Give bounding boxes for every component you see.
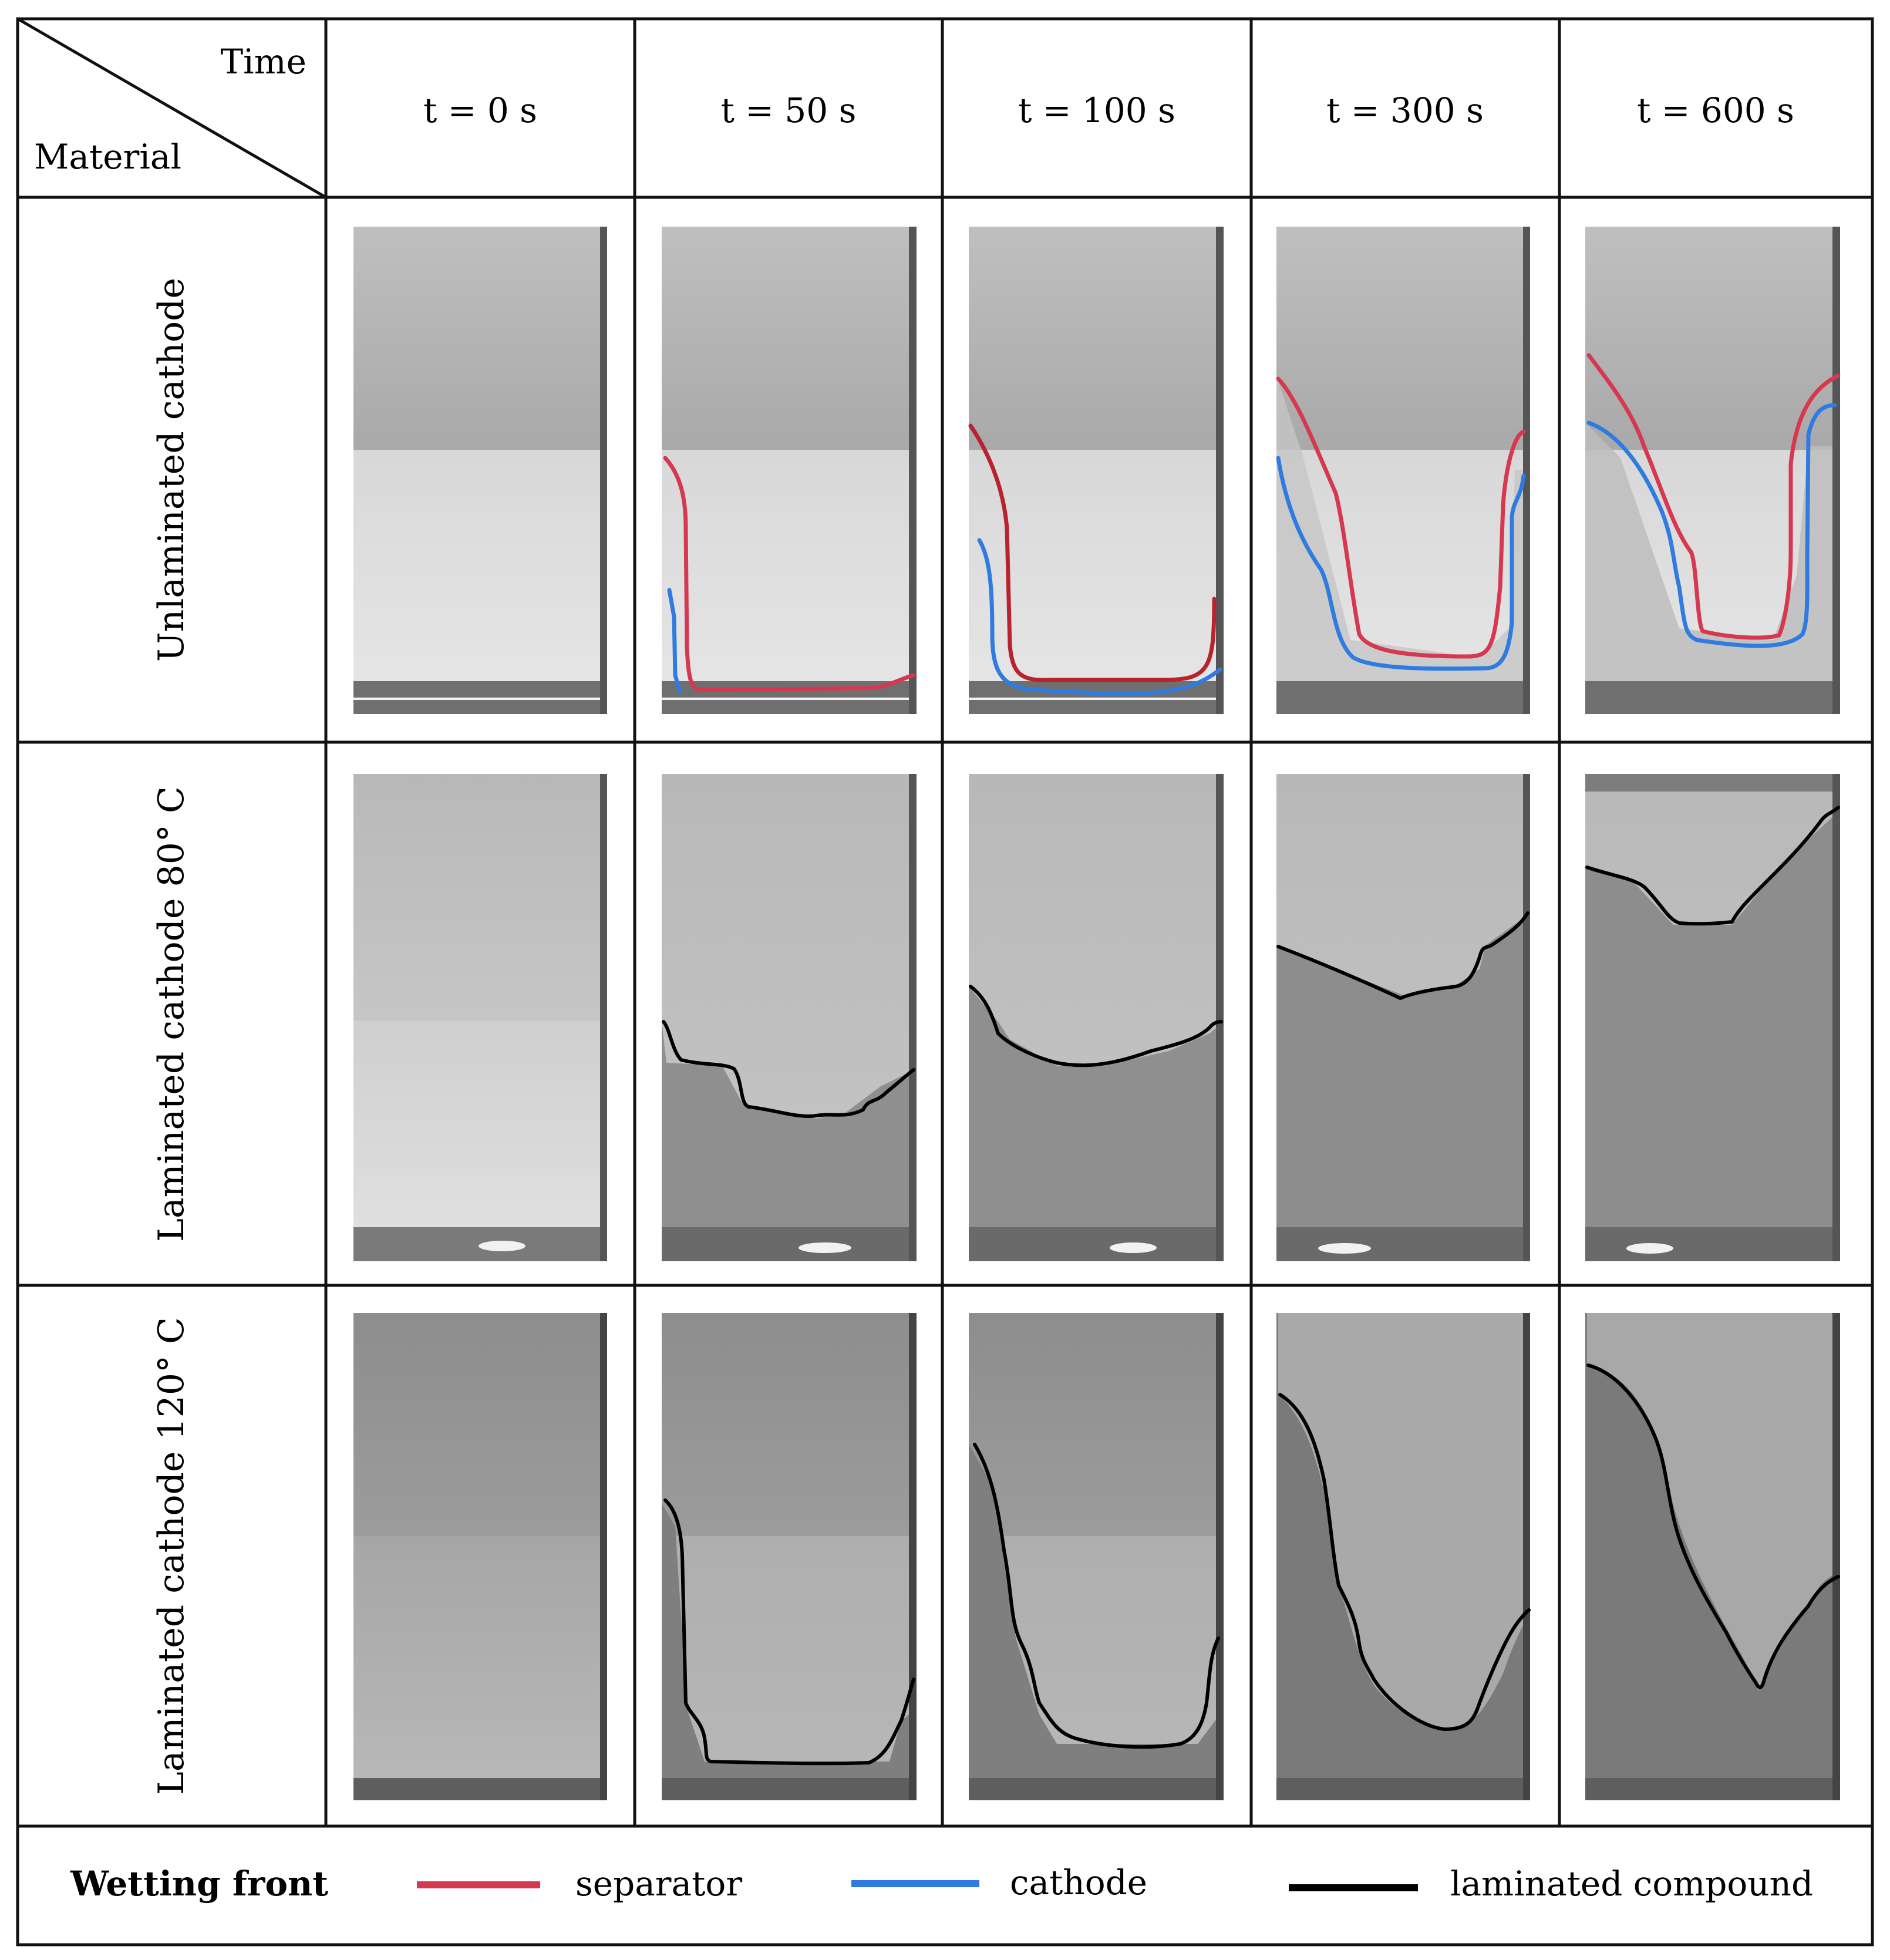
- photo-laminated80-t600: [1585, 774, 1840, 1261]
- cathode-front: [667, 588, 682, 694]
- photo-unlaminated-t100: [969, 227, 1224, 714]
- photo-laminated80-t300: [1276, 774, 1530, 1261]
- photo-laminated80-t50: [662, 774, 917, 1261]
- cathode-front: [977, 538, 1222, 696]
- photo-laminated80-t100: [969, 774, 1224, 1261]
- row-label: Unlaminated cathode: [151, 278, 192, 662]
- legend-title: Wetting front: [70, 1864, 328, 1904]
- cathode-front: [1276, 456, 1526, 671]
- table-grid: [16, 17, 1874, 1946]
- separator-front: [1276, 376, 1526, 659]
- separator-front: [968, 423, 1217, 682]
- photo-unlaminated-t300: [1276, 227, 1530, 714]
- laminated-compound-front: [1276, 911, 1529, 1000]
- laminated-compound-front: [973, 1443, 1220, 1749]
- photo-laminated120-t100: [969, 1313, 1224, 1800]
- separator-front: [1586, 353, 1840, 640]
- laminated-compound-front: [969, 985, 1223, 1067]
- legend-label-laminated-compound: laminated compound: [1450, 1864, 1813, 1904]
- photo-laminated80-t0: [353, 774, 607, 1261]
- legend-label-separator: separator: [575, 1864, 742, 1904]
- cathode-front: [1586, 403, 1837, 648]
- corner-material-label: Material: [34, 137, 181, 177]
- corner-time-label: Time: [220, 42, 306, 82]
- legend-label-cathode: cathode: [1010, 1863, 1147, 1902]
- laminated-compound-front: [663, 1498, 915, 1766]
- column-header: t = 600 s: [1637, 90, 1794, 130]
- laminated-compound-front: [1586, 1363, 1840, 1689]
- column-header: t = 0 s: [423, 90, 537, 130]
- photo-unlaminated-t600: [1585, 227, 1840, 714]
- row-label: Laminated cathode 80° C: [151, 786, 192, 1242]
- photo-unlaminated-t0: [353, 227, 607, 714]
- photo-laminated120-t300: [1276, 1313, 1530, 1800]
- separator-front: [663, 456, 915, 692]
- laminated-compound-front: [1278, 1393, 1531, 1731]
- column-header: t = 300 s: [1326, 90, 1484, 130]
- photo-unlaminated-t50: [662, 227, 917, 714]
- laminated-compound-front: [662, 1020, 915, 1118]
- column-header: t = 100 s: [1018, 90, 1175, 130]
- row-label: Laminated cathode 120° C: [151, 1317, 192, 1795]
- laminated-compound-front: [1585, 806, 1840, 926]
- photo-laminated120-t0: [353, 1313, 607, 1800]
- photo-laminated120-t50: [662, 1313, 917, 1800]
- column-header: t = 50 s: [721, 90, 857, 130]
